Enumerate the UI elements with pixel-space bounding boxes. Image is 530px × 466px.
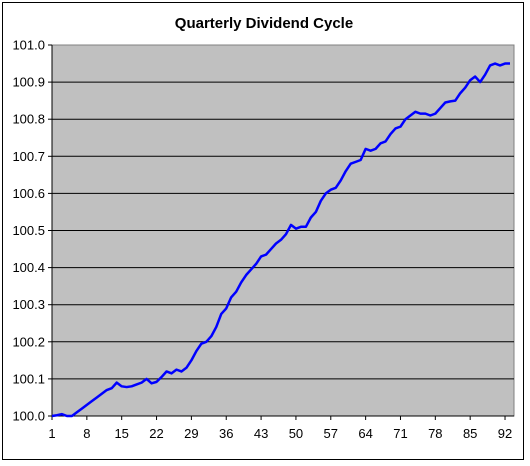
y-tick-label: 100.3	[12, 297, 45, 312]
x-tick-label: 8	[83, 426, 90, 441]
x-tick-label: 15	[114, 426, 128, 441]
y-tick-label: 100.9	[12, 75, 45, 90]
y-tick-label: 100.7	[12, 149, 45, 164]
x-tick-label: 57	[324, 426, 338, 441]
y-tick-label: 101.0	[12, 38, 45, 53]
y-tick-label: 100.1	[12, 371, 45, 386]
y-tick-label: 100.0	[12, 409, 45, 424]
y-axis: 100.0 100.1 100.2 100.3 100.4 100.5 100.6 100.7…	[12, 38, 52, 424]
y-tick-label: 100.4	[12, 260, 45, 275]
chart-title: Quarterly Dividend Cycle	[175, 15, 353, 32]
x-tick-label: 22	[149, 426, 163, 441]
x-tick-label: 50	[289, 426, 303, 441]
x-tick-label: 78	[428, 426, 442, 441]
x-tick-label: 36	[219, 426, 233, 441]
y-tick-label: 100.6	[12, 186, 45, 201]
x-tick-label: 1	[48, 426, 55, 441]
y-tick-label: 100.8	[12, 112, 45, 127]
y-tick-label: 100.2	[12, 334, 45, 349]
series-layer	[51, 62, 510, 418]
x-tick-label: 92	[498, 426, 512, 441]
series-line	[51, 62, 510, 418]
x-tick-label: 64	[358, 426, 372, 441]
x-tick-label: 43	[254, 426, 268, 441]
y-tick-label: 100.5	[12, 223, 45, 238]
x-tick-label: 85	[463, 426, 477, 441]
grid-lines	[52, 81, 514, 380]
x-tick-label: 71	[393, 426, 407, 441]
x-tick-label: 29	[184, 426, 198, 441]
